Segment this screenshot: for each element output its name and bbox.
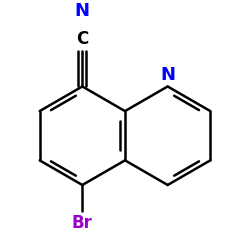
Text: C: C xyxy=(76,30,88,48)
Text: N: N xyxy=(75,2,90,20)
Text: Br: Br xyxy=(72,214,93,232)
Text: N: N xyxy=(160,66,175,84)
